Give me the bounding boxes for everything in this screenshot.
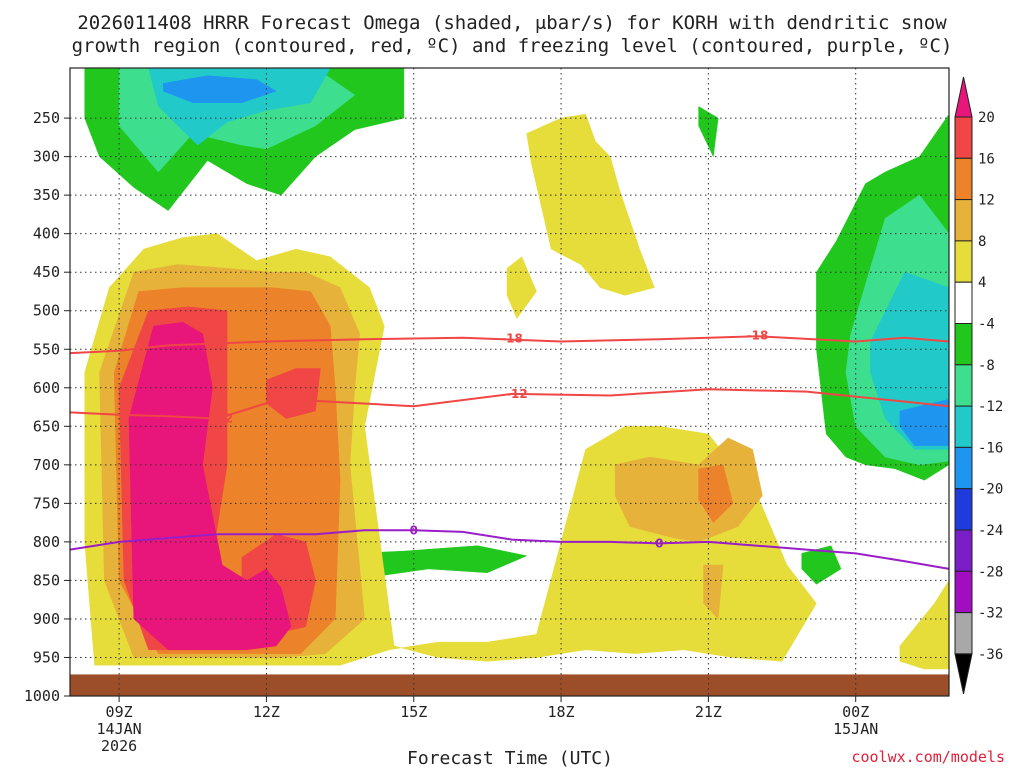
colorbar-label-2: 12 [978,193,995,209]
colorbar-bin-8 [954,405,973,448]
colorbar-bin-6 [954,323,973,366]
y-tick-label-950: 950 [33,648,60,666]
x-tick-sublabel-0-1: 2026 [101,737,137,755]
x-axis-title: Forecast Time (UTC) [407,748,613,768]
contour-line-0 [69,335,950,355]
x-tick-label-0: 09Z [106,703,133,721]
contour-line-2 [69,529,950,570]
colorbar-label-6: -8 [978,358,995,374]
pressure-axis: 250 300 350 400 450 500 550 600 650 700 750 800 850 9… [24,109,70,705]
x-tick-sublabel-5-0: 15JAN [833,720,878,738]
colorbar-bin-7 [954,364,973,407]
y-tick-label-700: 700 [33,456,60,474]
y-tick-label-350: 350 [33,186,60,204]
colorbar-bin-4 [954,240,973,283]
plot-frame [69,67,950,697]
omega-region-19 [698,464,734,523]
colorbar-bin-13 [954,612,973,655]
omega-region-3 [163,75,277,103]
chart-title-line1: 2026011408 HRRR Forecast Omega (shaded, … [77,12,947,34]
colorbar-bin-11 [954,529,973,572]
contour-label-4: 0 [410,523,418,537]
x-tick-label-1: 12Z [253,703,280,721]
colorbar-bottom-triangle [954,653,973,695]
y-tick-label-1000: 1000 [24,687,60,705]
ground-below-surface [70,674,949,696]
x-tick-label-3: 18Z [548,703,575,721]
y-tick-label-250: 250 [33,109,60,127]
colorbar-label-3: 8 [978,234,986,250]
contour-label-3: -12 [506,387,528,401]
x-tick-label-4: 21Z [695,703,722,721]
colorbar-bin-5 [954,281,973,325]
omega-region-21 [526,113,655,296]
y-tick-label-550: 550 [33,340,60,358]
colorbar-label-9: -20 [978,482,1003,498]
omega-region-7 [899,398,950,446]
y-tick-label-300: 300 [33,148,60,166]
y-tick-label-750: 750 [33,494,60,512]
contour-label-2: -12 [211,412,233,426]
colorbar-bin-1 [954,116,973,159]
contour-label-0: -18 [501,331,523,345]
y-tick-label-600: 600 [33,379,60,397]
colorbar-label-11: -28 [978,564,1003,580]
x-tick-sublabel-0-0: 14JAN [97,720,142,738]
y-tick-label-900: 900 [33,610,60,628]
credit-text: coolwx.com/models [851,748,1005,766]
x-tick-label-2: 15Z [400,703,427,721]
contour-line-1 [69,388,950,420]
y-tick-label-650: 650 [33,417,60,435]
omega-region-9 [801,545,842,585]
x-tick-label-5: 00Z [842,703,869,721]
y-tick-label-850: 850 [33,571,60,589]
colorbar-label-5: -4 [978,317,995,333]
colorbar-label-4: 4 [978,275,986,291]
colorbar-label-8: -16 [978,440,1003,456]
omega-colorbar: 20 16 12 8 4 -4 -8 -12 -16 -20 -24 -28 -32 -36 [954,76,1003,695]
contour-label-1: -18 [747,328,769,342]
colorbar-bin-12 [954,570,973,614]
y-tick-label-500: 500 [33,302,60,320]
colorbar-label-12: -32 [978,606,1003,622]
colorbar-bin-2 [954,157,973,201]
colorbar-label-10: -24 [978,523,1003,539]
colorbar-label-7: -12 [978,399,1003,415]
omega-region-10 [698,106,719,158]
contour-label-5: 0 [655,536,663,550]
colorbar-bin-9 [954,446,973,490]
omega-region-18 [614,437,763,543]
y-tick-label-400: 400 [33,225,60,243]
omega-region-22 [506,256,537,319]
chart-title-line2: growth region (contoured, red, ºC) and f… [72,35,953,57]
y-tick-label-450: 450 [33,263,60,281]
temperature-contours: -18 -18 -12 -12 0 0 [69,328,950,570]
colorbar-label-13: -36 [978,647,1003,663]
y-tick-label-800: 800 [33,533,60,551]
colorbar-bin-3 [954,199,973,242]
colorbar-bin-10 [954,488,973,531]
colorbar-label-1: 16 [978,151,995,167]
colorbar-label-0: 20 [978,110,995,126]
